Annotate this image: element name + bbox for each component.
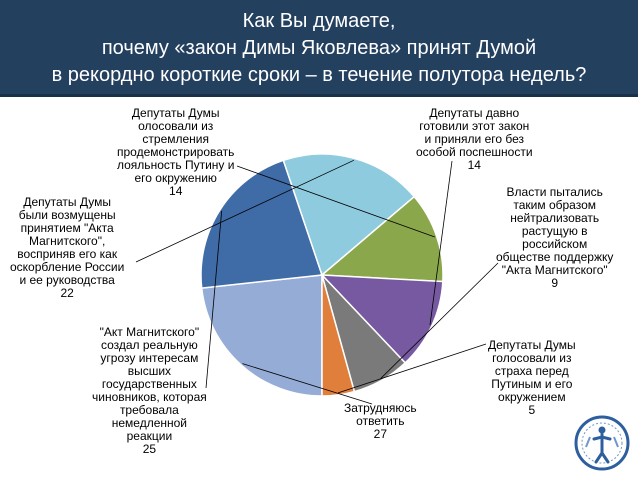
label-line: реакции bbox=[126, 429, 173, 443]
title-line-1: Как Вы думаете, bbox=[242, 10, 396, 32]
label-value: 9 bbox=[551, 276, 559, 290]
label-line: принятием "Акта bbox=[20, 221, 114, 235]
label-line: "Акт Магнитского" bbox=[99, 325, 200, 339]
label-line: оскорбление России bbox=[10, 260, 125, 274]
data-label-undecided: Затрудняюсь ответить 27 bbox=[344, 402, 417, 441]
label-line: немедленной bbox=[111, 416, 188, 430]
leader-line-neutralize-support bbox=[380, 262, 499, 379]
label-line: российском bbox=[522, 237, 588, 251]
label-line: таким образом bbox=[513, 198, 596, 212]
label-line: Затрудняюсь bbox=[344, 401, 417, 415]
label-value: 25 bbox=[142, 442, 157, 456]
data-label-fear: Депутаты Думы голосовали из страха перед Пу… bbox=[488, 339, 576, 417]
data-label-magnitsky-threat: "Акт Магнитского" создал реальную угрозу и… bbox=[92, 326, 207, 456]
label-line: продемонстрировать bbox=[117, 145, 235, 159]
label-value: 5 bbox=[528, 403, 536, 417]
leader-line-loyalty bbox=[236, 165, 435, 238]
label-line: Депутаты Думы bbox=[131, 106, 220, 120]
label-line: Депутаты давно bbox=[429, 106, 520, 120]
label-line: Депутаты Думы bbox=[488, 338, 576, 352]
pie-slice-loyalty bbox=[320, 195, 444, 283]
label-line: олосовали из bbox=[138, 119, 214, 133]
label-line: угрозу интересам bbox=[100, 351, 199, 365]
label-value: 27 bbox=[373, 427, 388, 441]
label-line: голосовали из bbox=[492, 351, 572, 365]
label-line: восприняв его как bbox=[17, 247, 118, 261]
title-line-3: в рекордно короткие сроки – в течение по… bbox=[51, 64, 587, 86]
pie-slice-magnitsky-threat bbox=[200, 159, 324, 289]
leader-line-fear bbox=[337, 343, 487, 394]
label-line: обществе поддержку bbox=[496, 250, 614, 264]
label-line: государственных bbox=[101, 377, 197, 391]
label-line: нейтрализовать bbox=[510, 211, 600, 225]
leader-line-magnitsky-threat bbox=[205, 210, 223, 389]
pie-slice-deputies-outraged bbox=[282, 153, 416, 277]
label-value: 22 bbox=[60, 286, 74, 300]
label-line: чиновников, которая bbox=[92, 390, 207, 404]
label-line: растущую в bbox=[521, 224, 588, 238]
label-line: лояльность Путину и bbox=[117, 158, 235, 172]
title-line-2: почему «закон Димы Яковлева» принят Думо… bbox=[101, 37, 537, 59]
label-line: его окружению bbox=[134, 171, 217, 185]
label-line: готовили этот закон bbox=[419, 119, 530, 133]
label-line: Власти пытались bbox=[506, 185, 603, 199]
label-line: "Акта Магнитского" bbox=[501, 263, 608, 277]
pie-slice-fear bbox=[321, 274, 356, 397]
label-line: страха перед bbox=[494, 364, 569, 378]
label-line: Путиным и его bbox=[491, 377, 573, 391]
pie-slice-long-prepared bbox=[320, 274, 444, 364]
organization-logo-icon bbox=[574, 415, 630, 471]
label-line: высших bbox=[127, 364, 172, 378]
label-line: окружением bbox=[498, 390, 566, 404]
label-line: создал реальную bbox=[100, 338, 198, 352]
pie-slice-undecided bbox=[200, 274, 323, 397]
label-value: 14 bbox=[169, 184, 183, 198]
label-line: требовала bbox=[119, 403, 179, 417]
title-banner: Как Вы думаете, почему «закон Димы Яковл… bbox=[0, 0, 638, 97]
label-line: стремления bbox=[142, 132, 210, 146]
label-line: и ее руководства bbox=[19, 273, 115, 287]
label-line: ответить bbox=[356, 414, 405, 428]
data-label-deputies-outraged: Депутаты Думы были возмущены принятием "Ак… bbox=[10, 196, 124, 300]
label-line: особой поспешности bbox=[416, 145, 533, 159]
leader-line-deputies-outraged bbox=[135, 159, 354, 263]
label-line: Магнитского", bbox=[29, 234, 106, 248]
label-line: Депутаты Думы bbox=[23, 195, 111, 209]
label-value: 14 bbox=[467, 158, 481, 172]
data-label-neutralize-support: Власти пытались таким образом нейтрализова… bbox=[496, 186, 613, 290]
data-label-loyalty: Депутаты Думы олосовали из стремления проде… bbox=[117, 107, 234, 198]
label-line: были возмущены bbox=[18, 208, 116, 222]
data-label-long-prepared: Депутаты давно готовили этот закон и приня… bbox=[416, 107, 533, 172]
leader-line-undecided bbox=[242, 363, 373, 405]
leader-line-long-prepared bbox=[429, 160, 453, 326]
label-line: и приняли его без bbox=[424, 132, 525, 146]
